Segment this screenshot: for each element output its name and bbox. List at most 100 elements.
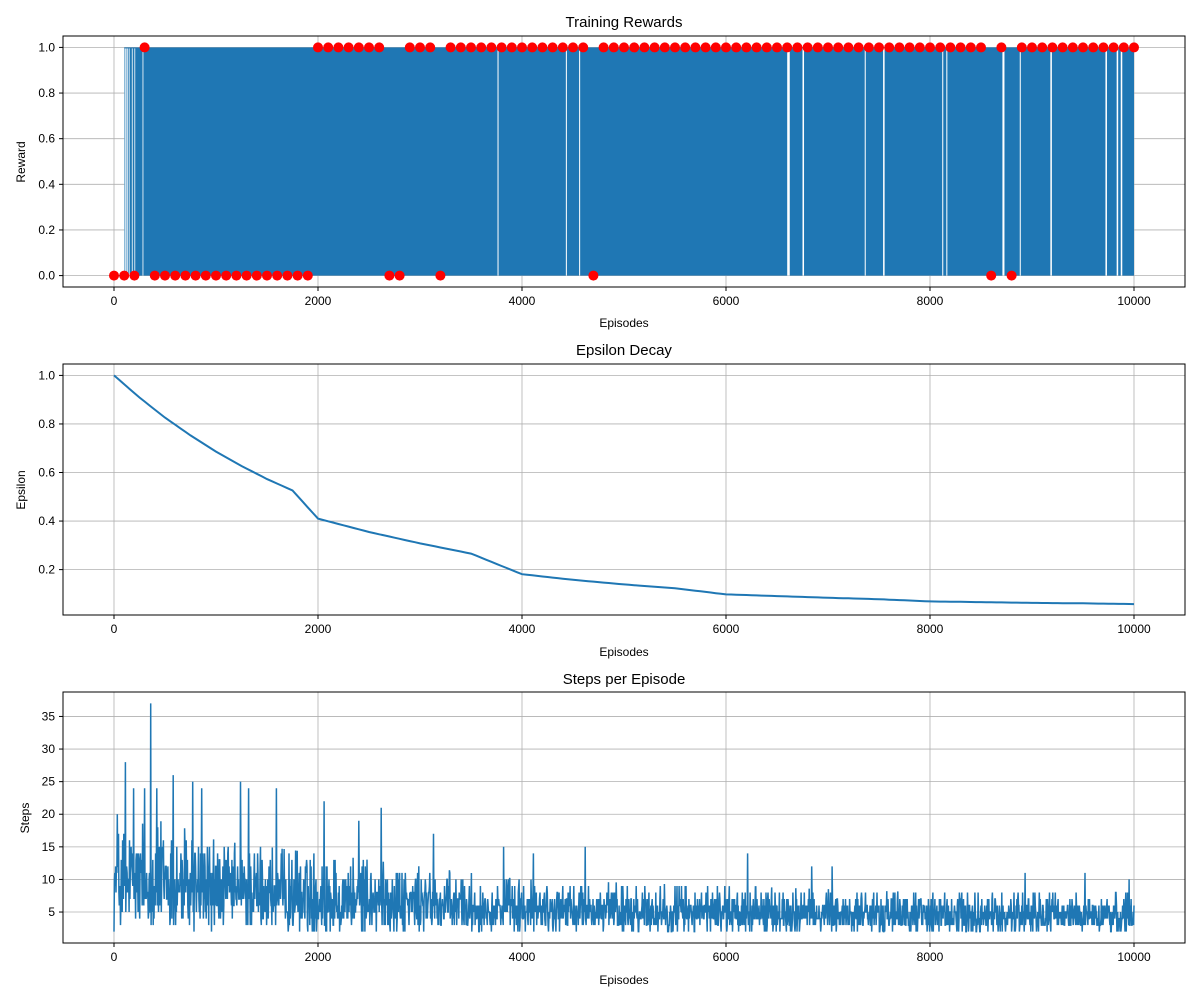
reward-marker [1027,42,1037,53]
reward-marker [996,42,1007,53]
reward-marker [323,42,334,53]
x-axis-label: Episodes [599,973,648,987]
reward-marker [1047,42,1058,53]
reward-marker [1108,42,1119,53]
reward-marker [782,42,793,53]
reward-line-gap [946,48,948,276]
reward-marker [466,42,476,53]
reward-marker [1118,42,1129,53]
y-axis-label: Steps [18,803,32,834]
reward-marker [119,270,130,281]
reward-marker [965,42,976,53]
reward-marker [1088,42,1099,53]
reward-marker [455,42,466,53]
reward-marker [292,270,303,281]
reward-marker [1098,42,1109,53]
reward-marker [190,270,201,281]
reward-line-gap [579,48,581,276]
panel-steps-per-episode: Steps per Episode 0 2000 4000 6000 8000 10000… [18,671,1186,987]
reward-marker [272,270,283,281]
reward-marker [853,42,864,53]
reward-marker [496,42,507,53]
y-ticks: 0.0 0.2 0.4 0.6 0.8 1.0 [38,40,63,283]
reward-marker [680,42,691,53]
x-ticks: 0 2000 4000 6000 8000 10000 [111,943,1151,964]
x-tick-label: 10000 [1117,294,1151,308]
reward-line-gap [1050,48,1052,276]
reward-marker [894,42,905,53]
reward-marker [241,270,252,281]
reward-marker [690,42,701,53]
reward-marker [415,42,425,53]
y-tick-label: 0.2 [38,563,55,577]
reward-marker [353,42,364,53]
reward-marker [149,270,160,281]
x-tick-label: 8000 [917,622,944,636]
reward-marker [180,270,191,281]
reward-line-gap [127,48,129,276]
x-tick-label: 0 [111,622,118,636]
y-tick-label: 0.0 [38,269,55,283]
reward-marker [262,270,272,281]
reward-marker [914,42,925,53]
reward-marker [384,270,395,281]
reward-marker [109,270,119,281]
reward-marker [374,42,385,53]
x-tick-label: 2000 [305,950,332,964]
reward-line-gap [864,48,866,276]
x-tick-label: 8000 [917,950,944,964]
reward-marker [364,42,374,53]
grid [63,364,1185,615]
y-tick-label: 30 [42,742,56,756]
reward-marker [557,42,568,53]
y-axis-label: Reward [14,141,28,182]
x-tick-label: 2000 [305,294,332,308]
reward-marker [1129,42,1139,53]
x-tick-label: 6000 [713,622,740,636]
reward-marker [1006,270,1017,281]
reward-line-gap [128,48,130,276]
y-tick-label: 15 [42,840,56,854]
epsilon-line [113,374,1135,606]
y-ticks: 5 10 15 20 25 30 35 [42,709,63,919]
y-tick-label: 35 [42,709,56,723]
reward-marker [333,42,344,53]
reward-line-gap [124,48,126,276]
x-ticks: 0 2000 4000 6000 8000 10000 [111,615,1151,636]
reward-marker [425,42,436,53]
x-tick-label: 4000 [509,950,536,964]
reward-marker [547,42,558,53]
reward-marker [1016,42,1027,53]
y-tick-label: 0.6 [38,132,55,146]
reward-line-gap [134,48,136,276]
reward-marker [476,42,487,53]
chart-title: Epsilon Decay [576,342,672,359]
reward-line-gap [1105,48,1107,276]
reward-line-gap [131,48,133,276]
reward-line-gap [1120,48,1123,276]
reward-marker [282,270,293,281]
x-tick-label: 0 [111,950,118,964]
reward-marker [394,270,405,281]
reward-marker [568,42,578,53]
reward-marker [211,270,221,281]
x-tick-label: 6000 [713,294,740,308]
chart-title: Steps per Episode [563,671,686,688]
panel-training-rewards: Training Rewards 0 2000 4000 6000 8000 10000 … [14,14,1186,330]
axes-frame [62,363,1186,616]
reward-line-gap [497,48,499,276]
reward-marker [792,42,803,53]
reward-marker [445,42,456,53]
y-tick-label: 0.8 [38,417,55,431]
reward-marker [139,42,150,53]
reward-line-gap [142,48,144,276]
reward-marker [710,42,721,53]
reward-marker [1057,42,1068,53]
reward-line-gap [1002,48,1005,276]
reward-marker [619,42,629,53]
panel-epsilon-decay: Epsilon Decay 0 2000 4000 6000 8000 10000 0.2… [14,342,1186,659]
x-ticks: 0 2000 4000 6000 8000 10000 [111,287,1151,308]
plot-area [113,374,1135,606]
reward-marker [1078,42,1088,53]
